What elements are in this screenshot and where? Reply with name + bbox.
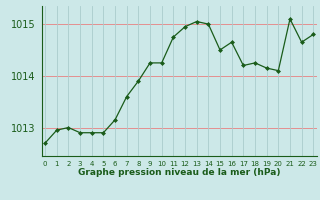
X-axis label: Graphe pression niveau de la mer (hPa): Graphe pression niveau de la mer (hPa)	[78, 168, 280, 177]
